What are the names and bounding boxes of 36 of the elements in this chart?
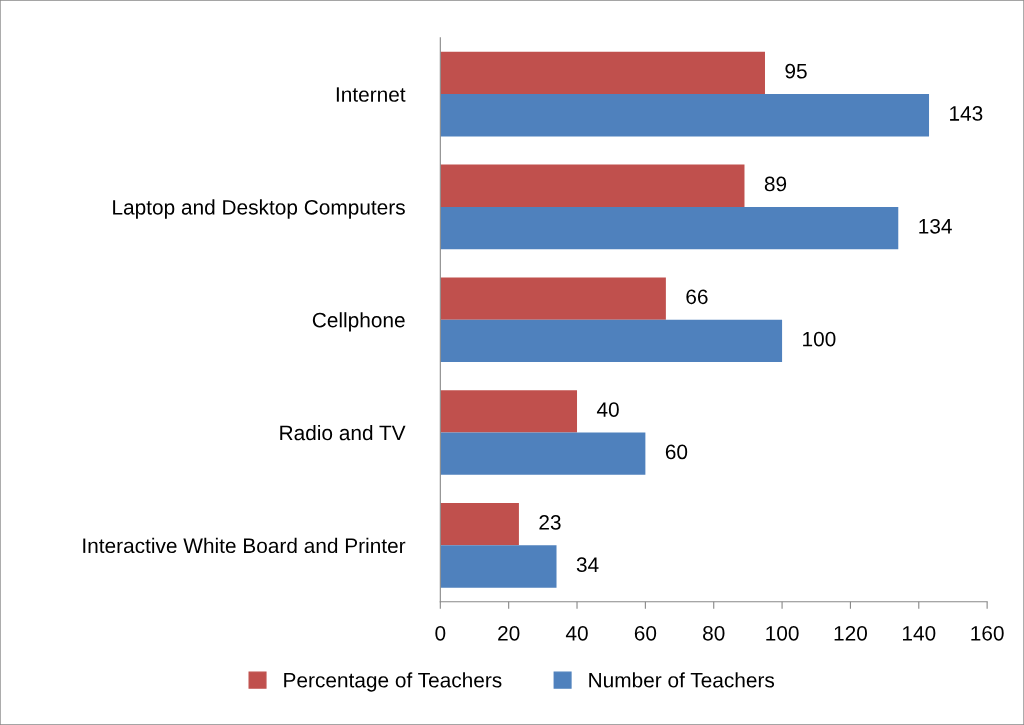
bar [440, 206, 899, 250]
x-tick-label: 120 [834, 625, 867, 641]
legend-label: Percentage of Teachers [284, 672, 502, 692]
y-tick-label: Interactive White Board and Printer [83, 537, 406, 554]
data-label: 66 [686, 289, 708, 305]
data-label: 143 [950, 106, 983, 121]
bar [440, 390, 578, 433]
bar [440, 432, 646, 475]
data-label: 134 [919, 218, 952, 234]
legend-label: Number of Teachers [589, 672, 775, 688]
x-tick-label: 100 [766, 625, 799, 641]
x-tick-label: 0 [435, 625, 446, 641]
x-tick-label: 60 [634, 625, 657, 641]
data-label: 40 [596, 402, 619, 417]
bar [440, 51, 765, 95]
data-label: 95 [785, 63, 807, 79]
x-tick-label: 20 [498, 625, 520, 641]
data-label: 100 [803, 331, 836, 347]
bar [440, 94, 930, 137]
x-tick-label: 40 [565, 625, 588, 641]
bar [440, 277, 666, 320]
y-tick-label: Radio and TV [280, 424, 406, 441]
bar [440, 545, 557, 588]
y-tick-label: Cellphone [312, 312, 405, 332]
x-tick-label: 160 [971, 625, 1004, 641]
data-label: 60 [665, 444, 688, 460]
data-label: 34 [576, 557, 599, 573]
data-label: 23 [539, 515, 561, 530]
data-label: 89 [764, 176, 787, 192]
y-tick-label: Internet [336, 87, 406, 102]
x-tick-label: 80 [703, 625, 725, 641]
bar [440, 164, 745, 207]
bar [440, 319, 783, 363]
x-tick-label: 140 [902, 625, 936, 641]
y-tick-label: Laptop and Desktop Computers [113, 199, 405, 219]
bar [440, 503, 519, 546]
